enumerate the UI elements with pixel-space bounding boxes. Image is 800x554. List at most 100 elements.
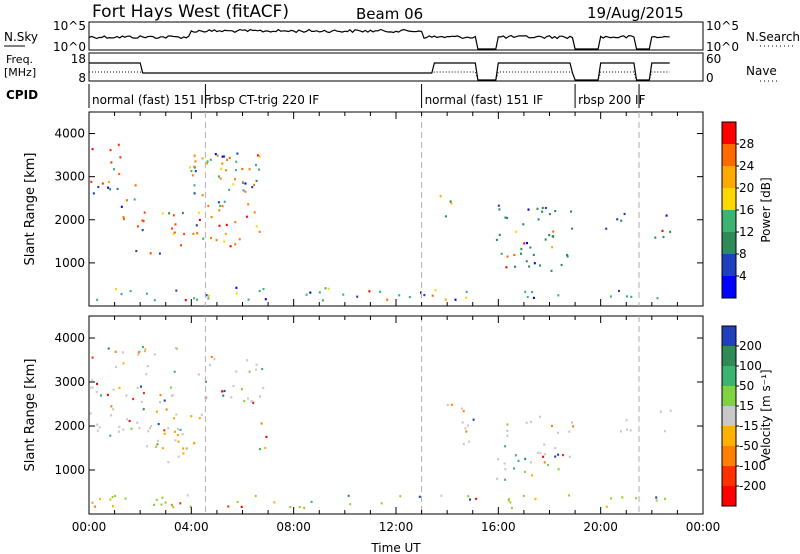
range-cell	[193, 442, 196, 445]
range-cell	[609, 295, 612, 298]
range-cell	[655, 499, 658, 502]
range-cell	[114, 350, 117, 353]
range-cell	[258, 155, 261, 158]
range-cell	[554, 447, 557, 450]
range-cell	[526, 295, 529, 299]
range-cell	[327, 287, 330, 290]
range-cell	[566, 255, 569, 258]
range-cell	[173, 417, 176, 420]
range-cell	[630, 295, 633, 298]
x-axis-title: Time UT	[370, 541, 421, 554]
y-tick-label: 3000	[54, 170, 85, 184]
colorbar-tick-label: -50	[739, 439, 759, 453]
range-cell	[216, 154, 219, 157]
range-cell	[543, 443, 546, 446]
range-cell	[318, 291, 321, 294]
range-cell	[526, 242, 528, 245]
range-cell	[90, 180, 93, 183]
range-cell	[117, 143, 120, 146]
y-tick-label: 3000	[54, 375, 85, 389]
range-cell	[539, 452, 542, 455]
range-cell	[227, 505, 230, 508]
range-cell	[218, 209, 221, 212]
range-cell	[262, 386, 265, 390]
colorbar-tick-label: -15	[739, 419, 759, 433]
range-cell	[321, 299, 324, 302]
range-cell	[194, 160, 197, 163]
range-cell	[465, 290, 468, 293]
range-cell	[169, 386, 172, 389]
range-cell	[116, 187, 119, 190]
range-cell	[213, 358, 216, 361]
range-cell	[551, 246, 554, 249]
range-cell	[289, 506, 292, 509]
range-cell	[140, 385, 142, 388]
range-cell	[201, 194, 204, 197]
range-cell	[434, 289, 437, 292]
range-cell	[245, 215, 248, 218]
range-cell	[97, 185, 100, 189]
range-cell	[91, 379, 94, 382]
colorbar-tick-label: 100	[739, 359, 762, 373]
nsky-tick-bottom: 10^0	[53, 40, 86, 54]
y-tick-label: 1000	[54, 463, 85, 477]
range-cell	[247, 397, 249, 400]
range-cell	[531, 291, 534, 294]
range-cell	[235, 292, 238, 295]
range-cell	[217, 175, 220, 178]
range-cell	[475, 497, 478, 500]
colorbar-title: Power [dB]	[759, 177, 773, 242]
range-cell	[96, 423, 99, 426]
range-cell	[557, 468, 560, 471]
range-cell	[462, 442, 465, 445]
range-cell	[158, 252, 161, 255]
range-cell	[506, 434, 509, 437]
range-cell	[172, 505, 175, 509]
range-cell	[117, 430, 120, 433]
range-cell	[145, 292, 148, 295]
range-cell	[305, 293, 308, 296]
range-cell	[570, 210, 572, 213]
range-cell	[171, 227, 173, 230]
range-cell	[242, 189, 245, 192]
range-cell	[552, 230, 555, 233]
range-cell	[572, 425, 575, 428]
range-cell	[219, 204, 222, 207]
range-cell	[219, 177, 222, 180]
range-cell	[469, 498, 471, 501]
range-cell	[240, 388, 243, 391]
range-cell	[620, 430, 622, 433]
range-cell	[112, 388, 115, 391]
range-cell	[571, 421, 573, 424]
range-cell	[557, 294, 560, 297]
range-cell	[132, 397, 135, 401]
range-cell	[167, 427, 170, 430]
range-cell	[153, 503, 156, 506]
range-cell	[635, 497, 638, 500]
range-cell	[171, 394, 174, 397]
range-cell	[135, 249, 138, 253]
range-cell	[505, 266, 508, 269]
range-cell	[450, 403, 453, 406]
range-cell	[205, 294, 208, 297]
range-cell	[194, 170, 197, 173]
range-cell	[223, 200, 226, 203]
range-cell	[525, 421, 528, 424]
range-cell	[262, 288, 265, 291]
range-cell	[173, 370, 176, 373]
range-cell	[541, 210, 544, 213]
range-cell	[107, 347, 110, 350]
range-cell	[544, 206, 547, 210]
freq-tick-bottom: 8	[78, 71, 86, 85]
range-cell	[342, 293, 345, 296]
range-cell	[206, 162, 208, 165]
range-cell	[536, 207, 539, 210]
range-cell	[129, 290, 132, 293]
range-cell	[253, 211, 256, 214]
range-cell	[655, 496, 658, 499]
range-cell	[497, 458, 500, 461]
range-cell	[247, 203, 250, 206]
range-cell	[538, 415, 541, 418]
colorbar-tick-label: 50	[739, 379, 754, 393]
